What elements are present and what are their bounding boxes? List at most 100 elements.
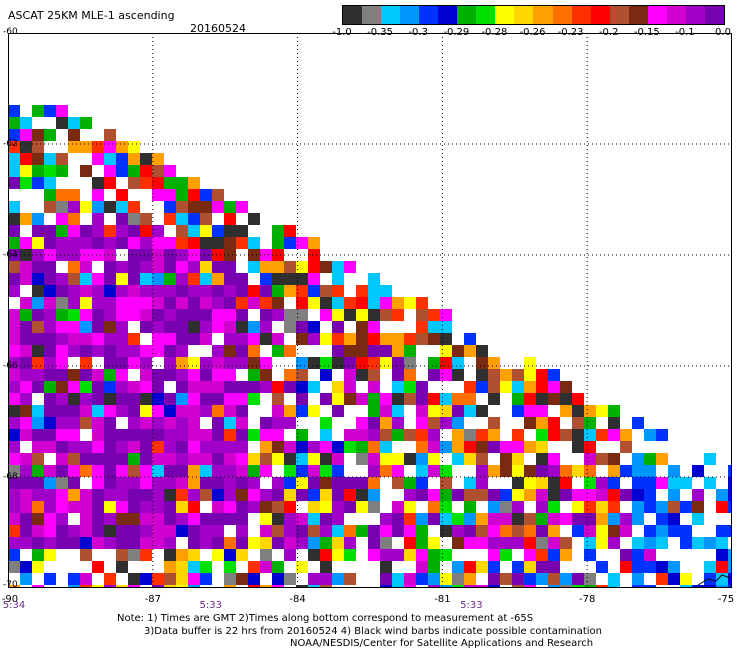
data-cell [212,501,224,513]
data-cell [236,513,248,525]
data-cell [332,453,344,465]
data-cell [44,345,56,357]
data-cell [140,237,152,249]
data-cell [380,393,392,405]
data-cell [104,429,116,441]
data-cell [476,405,488,417]
data-cell [476,585,488,588]
data-cell [140,381,152,393]
data-cell [56,117,68,129]
data-cell [212,441,224,453]
data-cell [440,513,452,525]
data-cell [44,237,56,249]
time-label: 5:33 [199,600,222,611]
data-cell [380,441,392,453]
data-cell [68,345,80,357]
data-cell [644,537,656,549]
data-cell [572,417,584,429]
data-cell [284,261,296,273]
data-cell [548,393,560,405]
data-cell [152,309,164,321]
data-cell [488,525,500,537]
data-cell [272,525,284,537]
data-cell [140,537,152,549]
data-cell [32,417,44,429]
data-cell [140,393,152,405]
data-cell [524,393,536,405]
data-cell [200,573,212,585]
data-cell [32,441,44,453]
data-cell [464,429,476,441]
data-cell [656,537,668,549]
data-cell [104,153,116,165]
data-cell [212,273,224,285]
data-cell [356,393,368,405]
data-cell [80,585,92,588]
data-cell [284,513,296,525]
data-cell [236,573,248,585]
data-cell [356,525,368,537]
data-cell [344,573,356,585]
data-cell [188,561,200,573]
data-cell [20,117,32,129]
data-cell [20,501,32,513]
data-cell [284,405,296,417]
x-tick-label: -75 [717,594,735,605]
data-cell [296,357,308,369]
data-cell [212,477,224,489]
data-cell [560,465,572,477]
data-cell [308,525,320,537]
data-cell [644,453,656,465]
data-cell [212,429,224,441]
data-cell [464,381,476,393]
data-cell [332,477,344,489]
data-cell [20,321,32,333]
data-cell [104,441,116,453]
data-cell [8,417,20,429]
data-cell [368,405,380,417]
data-cell [104,501,116,513]
data-cell [116,153,128,165]
data-cell [92,417,104,429]
data-cell [332,285,344,297]
data-cell [44,225,56,237]
data-cell [368,321,380,333]
data-cell [260,309,272,321]
data-cell [392,357,404,369]
data-cell [680,537,692,549]
data-cell [152,417,164,429]
data-cell [344,297,356,309]
data-cell [692,489,704,501]
data-cell [20,141,32,153]
data-cell [320,477,332,489]
data-cell [500,501,512,513]
data-cell [416,513,428,525]
data-cell [440,585,452,588]
data-cell [44,393,56,405]
data-cell [512,561,524,573]
data-cell [644,501,656,513]
data-cell [416,393,428,405]
data-cell [584,549,596,561]
data-cell [284,489,296,501]
data-cell [428,537,440,549]
colorbar [342,5,725,25]
data-cell [56,501,68,513]
data-cell [236,441,248,453]
data-cell [476,537,488,549]
data-cell [224,513,236,525]
data-cell [608,417,620,429]
data-cell [92,225,104,237]
data-cell [416,417,428,429]
data-cell [164,417,176,429]
data-cell [536,369,548,381]
data-cell [404,333,416,345]
data-cell [56,273,68,285]
data-cell [8,177,20,189]
data-cell [272,285,284,297]
data-cell [116,213,128,225]
data-cell [236,201,248,213]
data-cell [92,201,104,213]
data-cell [8,393,20,405]
data-cell [344,381,356,393]
